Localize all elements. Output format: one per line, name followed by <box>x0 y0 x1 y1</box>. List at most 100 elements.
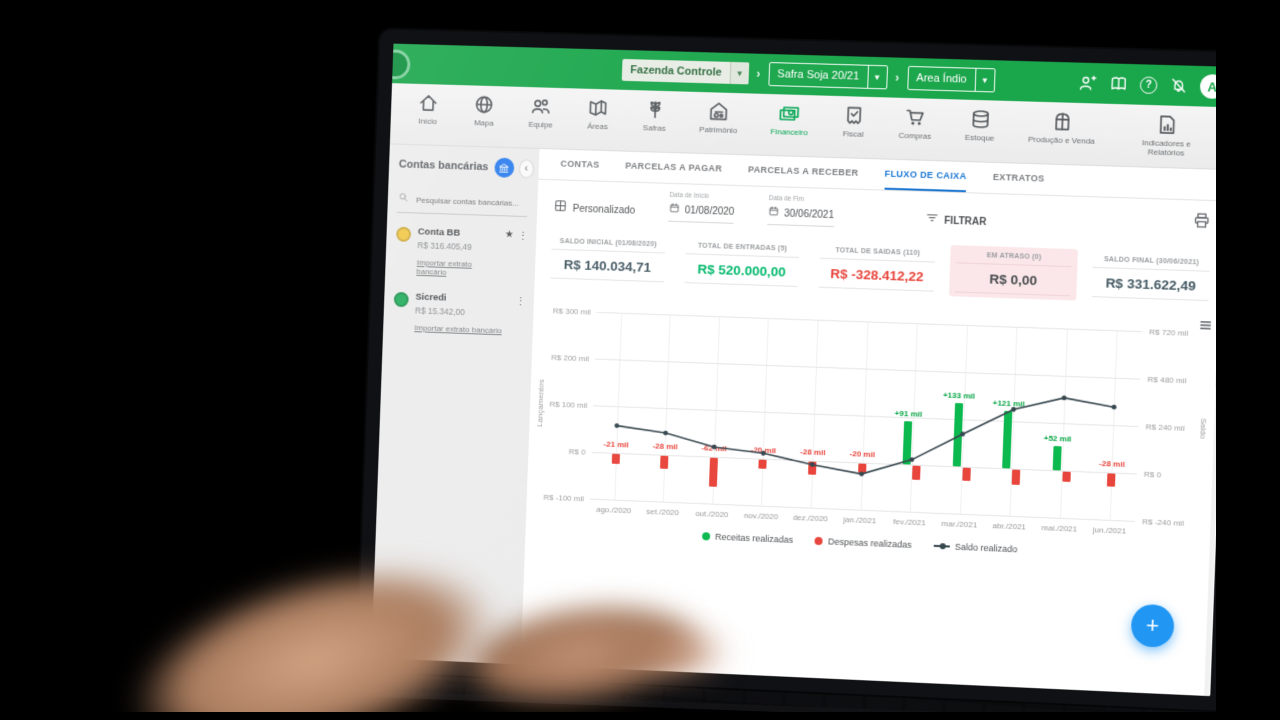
card-value: R$ 0,00 <box>954 263 1072 297</box>
import-statement-link[interactable]: Importar extrato bancário <box>416 258 473 277</box>
breadcrumb-label: Fazenda Controle <box>630 64 722 79</box>
account-avatar <box>393 291 409 308</box>
x-axis-tick: dez./2020 <box>792 512 829 524</box>
x-axis-tick: nov./2020 <box>743 510 779 522</box>
dot-marker-icon <box>701 532 711 541</box>
sidebar-header: Contas bancárias ‹ <box>389 154 539 178</box>
saldo-line <box>590 312 1142 521</box>
end-date-label: Data de Fim <box>768 194 805 204</box>
line-marker-icon <box>933 544 950 548</box>
nav-item-label: Produção e Venda <box>1027 134 1095 146</box>
nav-item-equipe[interactable]: Equipe <box>528 94 554 130</box>
summary-card-total-de-entradas: TOTAL DE ENTRADAS (5) R$ 520.000,00 <box>678 236 806 291</box>
x-axis-tick: ago./2020 <box>596 504 632 516</box>
account-balance: R$ 316.405,49 <box>417 240 473 252</box>
x-axis-tick: fev./2021 <box>893 517 926 528</box>
barn-icon <box>707 99 732 124</box>
account-conta-bb: Conta BB R$ 316.405,49 Importar extrato ba… <box>385 213 537 283</box>
nav-item-estoque[interactable]: Estoque <box>965 107 996 143</box>
start-date-field[interactable]: Data de Início 01/08/2020 <box>668 192 735 224</box>
nav-item-producao-e-venda[interactable]: Produção e Venda <box>1028 109 1096 146</box>
right-axis-tick: R$ 480 mil <box>1147 374 1187 385</box>
chevron-down-icon[interactable]: ▼ <box>974 68 995 92</box>
left-axis-tick: R$ 300 mil <box>552 305 591 317</box>
tab-fluxo-de-caixa[interactable]: FLUXO DE CAIXA <box>884 159 968 193</box>
add-button[interactable]: + <box>1130 603 1175 648</box>
account-balance: R$ 15.342,00 <box>414 305 466 318</box>
legend-saldo-realizado[interactable]: Saldo realizado <box>933 541 1018 554</box>
nav-item-areas[interactable]: Áreas <box>586 96 611 132</box>
calendar-icon <box>669 201 682 219</box>
summary-card-total-de-saidas: TOTAL DE SAÍDAS (110) R$ -328.412,22 <box>813 241 942 296</box>
tab-parcelas-a-receber[interactable]: PARCELAS A RECEBER <box>747 164 859 178</box>
cashflow-chart: Lançamentos Saldo Receitas realizadas Des… <box>525 294 1216 589</box>
nav-item-compras[interactable]: Compras <box>898 105 932 141</box>
legend-despesas-realizadas[interactable]: Despesas realizadas <box>814 536 912 550</box>
x-axis-tick: mar./2021 <box>941 519 978 530</box>
bank-icon[interactable] <box>493 157 515 178</box>
add-user-icon[interactable] <box>1077 73 1098 94</box>
avatar[interactable]: A <box>1199 74 1216 100</box>
news-icon[interactable] <box>1108 74 1129 95</box>
nav-item-label: Áreas <box>587 121 609 132</box>
tab-extratos[interactable]: EXTRATOS <box>992 171 1045 184</box>
card-value: R$ -328.412,22 <box>819 258 935 292</box>
chart-menu-icon[interactable] <box>1197 317 1214 339</box>
period-select[interactable]: Personalizado <box>553 198 636 221</box>
chevron-down-icon[interactable]: ▼ <box>866 65 887 89</box>
account-list: Conta BB R$ 316.405,49 Importar extrato ba… <box>383 213 537 340</box>
filter-button-label: FILTRAR <box>943 215 987 228</box>
tab-parcelas-a-pagar[interactable]: PARCELAS A PAGAR <box>625 160 723 174</box>
x-axis-tick: abr./2021 <box>992 521 1027 532</box>
start-date-value: 01/08/2020 <box>684 204 735 218</box>
wheat-icon <box>643 97 668 122</box>
left-axis-tick: R$ 200 mil <box>551 352 590 363</box>
money-icon <box>777 101 802 126</box>
left-axis-tick: R$ 100 mil <box>549 399 588 410</box>
nav-item-safras[interactable]: Safras <box>642 97 667 133</box>
people-icon <box>529 94 553 119</box>
breadcrumb-safra-soja-20-21[interactable]: Safra Soja 20/21 ▼ <box>767 62 888 90</box>
sidebar-title: Contas bancárias <box>398 158 489 174</box>
collapse-sidebar-button[interactable]: ‹ <box>519 159 534 178</box>
laptop-screen: Fazenda Controle ▼ › Safra Soja 20/21 ▼ › Area… <box>357 29 1216 711</box>
home-icon <box>416 91 440 115</box>
tab-contas[interactable]: CONTAS <box>560 158 600 170</box>
x-axis-tick: jun./2021 <box>1092 525 1127 536</box>
nav-item-fiscal[interactable]: Fiscal <box>841 103 866 139</box>
left-axis-tick: R$ 0 <box>568 446 586 457</box>
legend-label: Receitas realizadas <box>714 531 794 545</box>
nav-item-mapa[interactable]: Mapa <box>472 92 497 128</box>
notifications-off-icon[interactable] <box>1168 75 1189 96</box>
nav-item-patrimonio[interactable]: Patrimônio <box>699 99 738 135</box>
report-icon <box>1154 112 1179 137</box>
calendar-grid-icon <box>553 198 568 218</box>
account-sicredi: Sicredi R$ 15.342,00 Importar extrato banc… <box>383 278 535 340</box>
print-button[interactable] <box>1192 210 1212 235</box>
kebab-menu-icon[interactable]: ⋮ <box>514 296 527 309</box>
breadcrumb-area-indio[interactable]: Area Índio ▼ <box>906 65 996 93</box>
left-axis-tick: R$ -100 mil <box>543 492 584 503</box>
kebab-menu-icon[interactable]: ⋮ <box>517 230 529 243</box>
nav-item-label: Financeiro <box>770 127 808 138</box>
nav-item-indicadores-e-relatorios[interactable]: Indicadores e Relatórios <box>1128 111 1205 158</box>
star-icon[interactable]: ★ <box>504 229 514 241</box>
nav-item-financeiro[interactable]: Financeiro <box>770 101 809 137</box>
summary-card-saldo-inicial: SALDO INICIAL (01/08/2020) R$ 140.034,71 <box>544 232 671 287</box>
chevron-down-icon[interactable]: ▼ <box>729 61 749 85</box>
import-statement-link[interactable]: Importar extrato bancário <box>414 323 502 336</box>
account-actions: ⋮ <box>514 295 526 339</box>
filter-button[interactable]: FILTRAR <box>924 210 987 232</box>
search-input[interactable] <box>413 194 526 209</box>
photo-background: Fazenda Controle ▼ › Safra Soja 20/21 ▼ › Area… <box>64 8 1216 712</box>
breadcrumb-fazenda-controle[interactable]: Fazenda Controle ▼ <box>622 58 749 85</box>
account-avatar <box>396 226 412 242</box>
end-date-field[interactable]: Data de Fim 30/06/2021 <box>767 194 835 228</box>
help-icon[interactable]: ? <box>1139 75 1158 94</box>
legend-label: Despesas realizadas <box>827 536 912 550</box>
legend-receitas-realizadas[interactable]: Receitas realizadas <box>701 531 794 545</box>
nav-item-label: Estoque <box>964 132 995 143</box>
nav-item-inicio[interactable]: Início <box>416 91 441 126</box>
right-axis-tick: R$ 720 mil <box>1149 326 1189 338</box>
map-icon <box>586 96 611 121</box>
